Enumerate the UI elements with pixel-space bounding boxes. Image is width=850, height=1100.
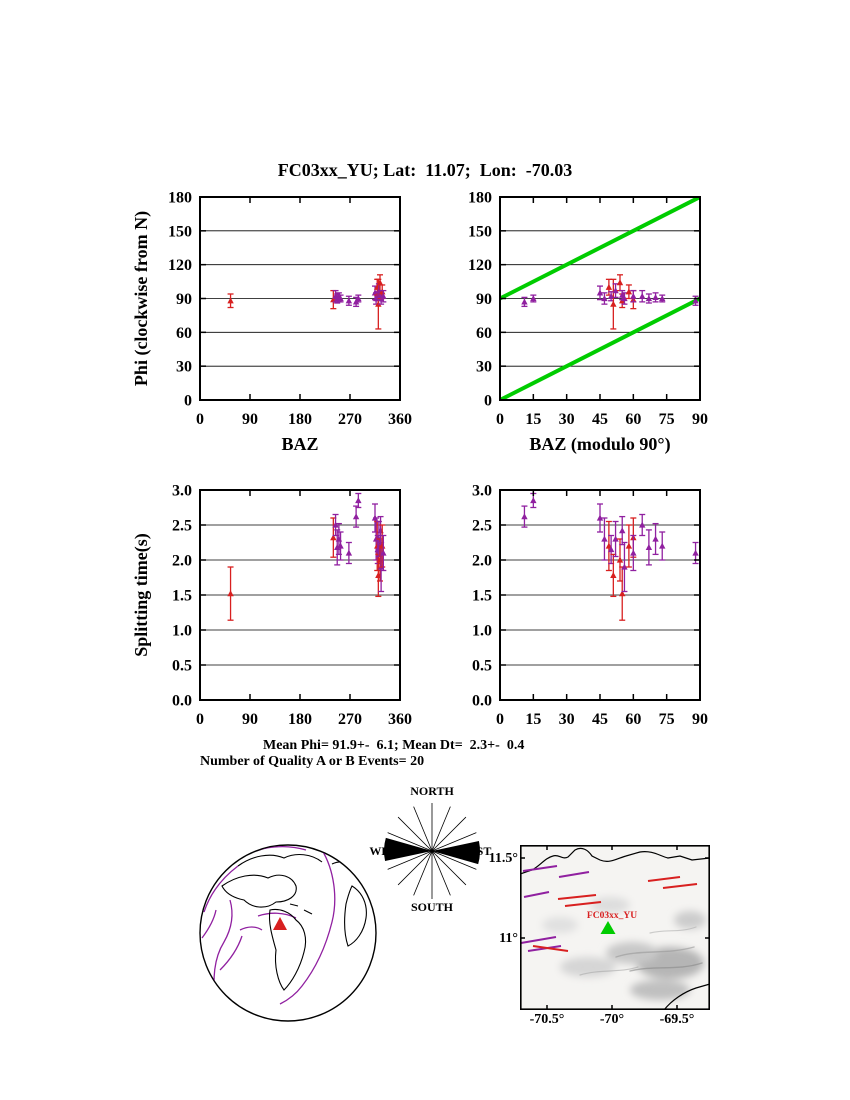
station-marker	[600, 921, 616, 934]
svg-text:60: 60	[176, 325, 192, 342]
globe-outline	[199, 844, 377, 1022]
plate-boundary	[201, 909, 217, 939]
svg-text:75: 75	[659, 411, 675, 428]
svg-text:360: 360	[388, 711, 412, 728]
map-lon-label: -70°	[599, 1012, 625, 1027]
map-coastline-south	[663, 983, 710, 1010]
svg-text:3.0: 3.0	[172, 483, 192, 500]
svg-text:1.5: 1.5	[172, 588, 192, 605]
svg-text:180: 180	[288, 411, 312, 428]
coastline-south-america	[268, 908, 307, 991]
plot-phi-vs-baz: 0 90 180 270 360 0 30 60 90 120 150 180 BAZ Phi (cloc…	[125, 185, 415, 475]
svg-text:0.0: 0.0	[172, 693, 192, 710]
svg-text:2.5: 2.5	[472, 518, 492, 535]
plot-phi-vs-baz-mod90: 0 15 30 45 60 75 90 0 30 60 90 120 150 180 BAZ (modulo…	[425, 185, 715, 475]
svg-text:15: 15	[525, 411, 541, 428]
svg-text:90: 90	[476, 291, 492, 308]
svg-text:0: 0	[496, 411, 504, 428]
plate-boundary	[239, 926, 263, 931]
map-lat-label: 11.5°	[488, 851, 518, 866]
svg-text:0: 0	[484, 393, 492, 410]
svg-text:150: 150	[168, 223, 192, 240]
event-count-text: Number of Quality A or B Events= 20	[200, 754, 425, 769]
svg-text:0.5: 0.5	[472, 658, 492, 675]
coastline-africa	[344, 885, 367, 947]
globe-inset	[199, 844, 377, 1022]
svg-text:45: 45	[592, 411, 608, 428]
svg-text:0.0: 0.0	[472, 693, 492, 710]
svg-text:30: 30	[176, 359, 192, 376]
svg-text:90: 90	[692, 711, 708, 728]
svg-text:2.0: 2.0	[172, 553, 192, 570]
mean-stats-text: Mean Phi= 91.9+- 6.1; Mean Dt= 2.3+- 0.4	[263, 738, 525, 753]
svg-text:1.0: 1.0	[472, 623, 492, 640]
svg-text:90: 90	[176, 291, 192, 308]
svg-text:180: 180	[168, 190, 192, 207]
svg-text:0.5: 0.5	[172, 658, 192, 675]
rose-label-east: EAST	[460, 844, 492, 858]
globe-station-marker	[273, 917, 287, 930]
plate-boundary	[219, 935, 243, 971]
svg-text:1.5: 1.5	[472, 588, 492, 605]
svg-text:60: 60	[625, 711, 641, 728]
svg-text:3.0: 3.0	[472, 483, 492, 500]
map-coastline	[520, 847, 710, 875]
svg-text:30: 30	[559, 411, 575, 428]
svg-text:270: 270	[338, 411, 362, 428]
svg-text:BAZ: BAZ	[281, 434, 318, 454]
svg-text:75: 75	[659, 711, 675, 728]
coastline	[237, 853, 323, 867]
coastline-north-america	[221, 874, 297, 908]
svg-text:90: 90	[692, 411, 708, 428]
svg-text:360: 360	[388, 411, 412, 428]
svg-text:BAZ (modulo 90°): BAZ (modulo 90°)	[529, 434, 670, 455]
svg-text:Phi (clockwise from N): Phi (clockwise from N)	[131, 211, 152, 386]
svg-text:2.0: 2.0	[472, 553, 492, 570]
svg-text:60: 60	[476, 325, 492, 342]
svg-text:120: 120	[468, 257, 492, 274]
svg-text:15: 15	[525, 711, 541, 728]
svg-text:180: 180	[288, 711, 312, 728]
rose-label-south: SOUTH	[410, 900, 453, 914]
svg-text:0: 0	[184, 393, 192, 410]
svg-text:30: 30	[559, 711, 575, 728]
svg-text:150: 150	[468, 223, 492, 240]
map-lon-label: -70.5°	[529, 1012, 565, 1027]
plot-dt-vs-baz-mod90: 0 15 30 45 60 75 90 0.0 0.5 1.0 1.5 2.0 2.5 3.0	[425, 478, 715, 745]
map-frame	[520, 845, 710, 1010]
station-map: FC03xx_YU	[520, 845, 710, 1010]
plot-dt-vs-baz: 0 90 180 270 360 0.0 0.5 1.0 1.5 2.0 2.5 3.0 Splitti…	[125, 478, 415, 745]
svg-text:45: 45	[592, 711, 608, 728]
svg-text:270: 270	[338, 711, 362, 728]
svg-text:90: 90	[242, 411, 258, 428]
svg-text:0: 0	[196, 711, 204, 728]
map-topo-streaks	[579, 926, 703, 976]
figure-title: FC03xx_YU; Lat: 11.07; Lon: -70.03	[277, 160, 573, 180]
svg-text:Splitting time(s): Splitting time(s)	[131, 533, 152, 657]
station-label: FC03xx_YU	[587, 911, 637, 921]
rose-label-west: WEST	[369, 844, 404, 858]
coastline-islands	[289, 903, 313, 915]
map-lat-label: 11°	[499, 931, 518, 946]
svg-text:120: 120	[168, 257, 192, 274]
svg-text:60: 60	[625, 411, 641, 428]
svg-text:0: 0	[496, 711, 504, 728]
rose-label-north: NORTH	[410, 784, 454, 798]
svg-text:2.5: 2.5	[172, 518, 192, 535]
svg-text:90: 90	[242, 711, 258, 728]
svg-text:0: 0	[196, 411, 204, 428]
svg-text:180: 180	[468, 190, 492, 207]
svg-text:30: 30	[476, 359, 492, 376]
splitting-vectors	[520, 865, 698, 952]
map-lon-label: -69.5°	[659, 1012, 695, 1027]
plate-boundary	[279, 849, 336, 1005]
rose-diagram	[384, 803, 480, 899]
svg-text:1.0: 1.0	[172, 623, 192, 640]
plate-boundary	[203, 865, 239, 913]
